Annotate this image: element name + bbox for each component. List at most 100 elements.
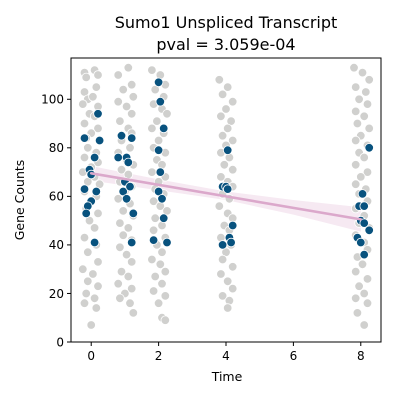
background-point xyxy=(227,164,238,175)
highlight-point xyxy=(153,77,164,88)
background-point xyxy=(357,67,368,78)
highlight-point xyxy=(89,152,100,163)
highlight-point xyxy=(153,145,164,155)
background-point xyxy=(83,143,93,153)
y-tick-label: 80 xyxy=(49,141,64,155)
background-point xyxy=(349,62,359,73)
background-point xyxy=(121,249,132,260)
background-point xyxy=(222,82,233,92)
chart-subtitle: pval = 3.059e-04 xyxy=(156,35,295,54)
background-point xyxy=(128,92,139,102)
highlight-point xyxy=(158,213,169,223)
background-point xyxy=(150,213,160,223)
background-point xyxy=(351,293,361,304)
background-point xyxy=(352,308,363,318)
background-point xyxy=(359,288,369,299)
background-point xyxy=(362,274,373,284)
background-point xyxy=(79,118,90,129)
background-point xyxy=(126,257,137,267)
background-point xyxy=(118,230,128,240)
highlight-point xyxy=(364,143,374,153)
background-point xyxy=(359,111,369,122)
highlight-point xyxy=(155,96,166,107)
background-point xyxy=(150,271,160,282)
background-point xyxy=(83,247,93,257)
highlight-point xyxy=(157,194,167,204)
background-point xyxy=(126,109,137,119)
background-point xyxy=(359,152,369,163)
background-point xyxy=(81,72,91,83)
background-point xyxy=(364,123,374,134)
background-point xyxy=(93,281,103,291)
highlight-point xyxy=(364,225,374,236)
x-tick-label: 0 xyxy=(87,349,95,363)
background-point xyxy=(352,118,363,129)
background-point xyxy=(125,298,135,308)
background-point xyxy=(222,303,233,313)
background-point xyxy=(162,109,172,119)
background-point xyxy=(354,94,364,105)
chart-title: Sumo1 Unspliced Transcript xyxy=(115,13,338,32)
background-point xyxy=(115,116,125,126)
background-point xyxy=(362,167,373,177)
highlight-point xyxy=(125,181,135,192)
y-tick-label: 40 xyxy=(49,238,64,252)
background-point xyxy=(78,264,88,274)
background-point xyxy=(222,276,233,287)
highlight-point xyxy=(79,133,90,143)
background-point xyxy=(222,123,233,134)
background-point xyxy=(219,160,230,170)
background-point xyxy=(128,308,139,318)
background-point xyxy=(113,279,123,289)
background-points-layer xyxy=(78,62,374,330)
highlight-point xyxy=(359,249,369,260)
background-point xyxy=(351,160,361,170)
trend-line-layer xyxy=(89,172,363,221)
background-point xyxy=(216,172,226,182)
y-tick-label: 0 xyxy=(56,335,64,349)
background-point xyxy=(88,269,98,279)
highlight-point xyxy=(148,235,159,245)
background-point xyxy=(118,206,128,216)
y-tick-label: 100 xyxy=(41,93,64,107)
background-point xyxy=(147,123,157,134)
background-point xyxy=(123,223,134,233)
x-tick-label: 6 xyxy=(290,349,298,363)
background-point xyxy=(157,247,167,257)
highlight-point xyxy=(222,145,233,155)
trend-line xyxy=(89,172,363,221)
background-point xyxy=(217,89,228,100)
background-point xyxy=(216,269,226,279)
background-point xyxy=(147,65,157,75)
background-point xyxy=(147,254,157,265)
background-point xyxy=(351,179,361,189)
background-point xyxy=(148,286,159,296)
highlight-point xyxy=(126,237,137,248)
highlight-point xyxy=(158,123,169,134)
background-point xyxy=(126,283,137,294)
background-point xyxy=(93,208,103,219)
background-point xyxy=(123,271,134,282)
background-point xyxy=(356,172,366,182)
background-point xyxy=(227,283,238,294)
highlight-point xyxy=(356,237,366,248)
highlight-point xyxy=(162,237,172,248)
background-point xyxy=(153,298,164,308)
background-point xyxy=(78,99,88,109)
background-point xyxy=(113,194,123,204)
highlight-point xyxy=(359,218,369,228)
highlight-point xyxy=(94,135,105,146)
background-point xyxy=(89,293,100,304)
background-point xyxy=(214,201,225,211)
highlight-point xyxy=(79,184,90,194)
background-point xyxy=(91,82,102,92)
highlight-point xyxy=(123,157,134,168)
background-point xyxy=(115,293,125,304)
background-point xyxy=(91,303,102,313)
highlight-point xyxy=(113,152,123,163)
background-point xyxy=(93,257,103,267)
background-point xyxy=(214,75,225,85)
background-point xyxy=(93,70,103,80)
